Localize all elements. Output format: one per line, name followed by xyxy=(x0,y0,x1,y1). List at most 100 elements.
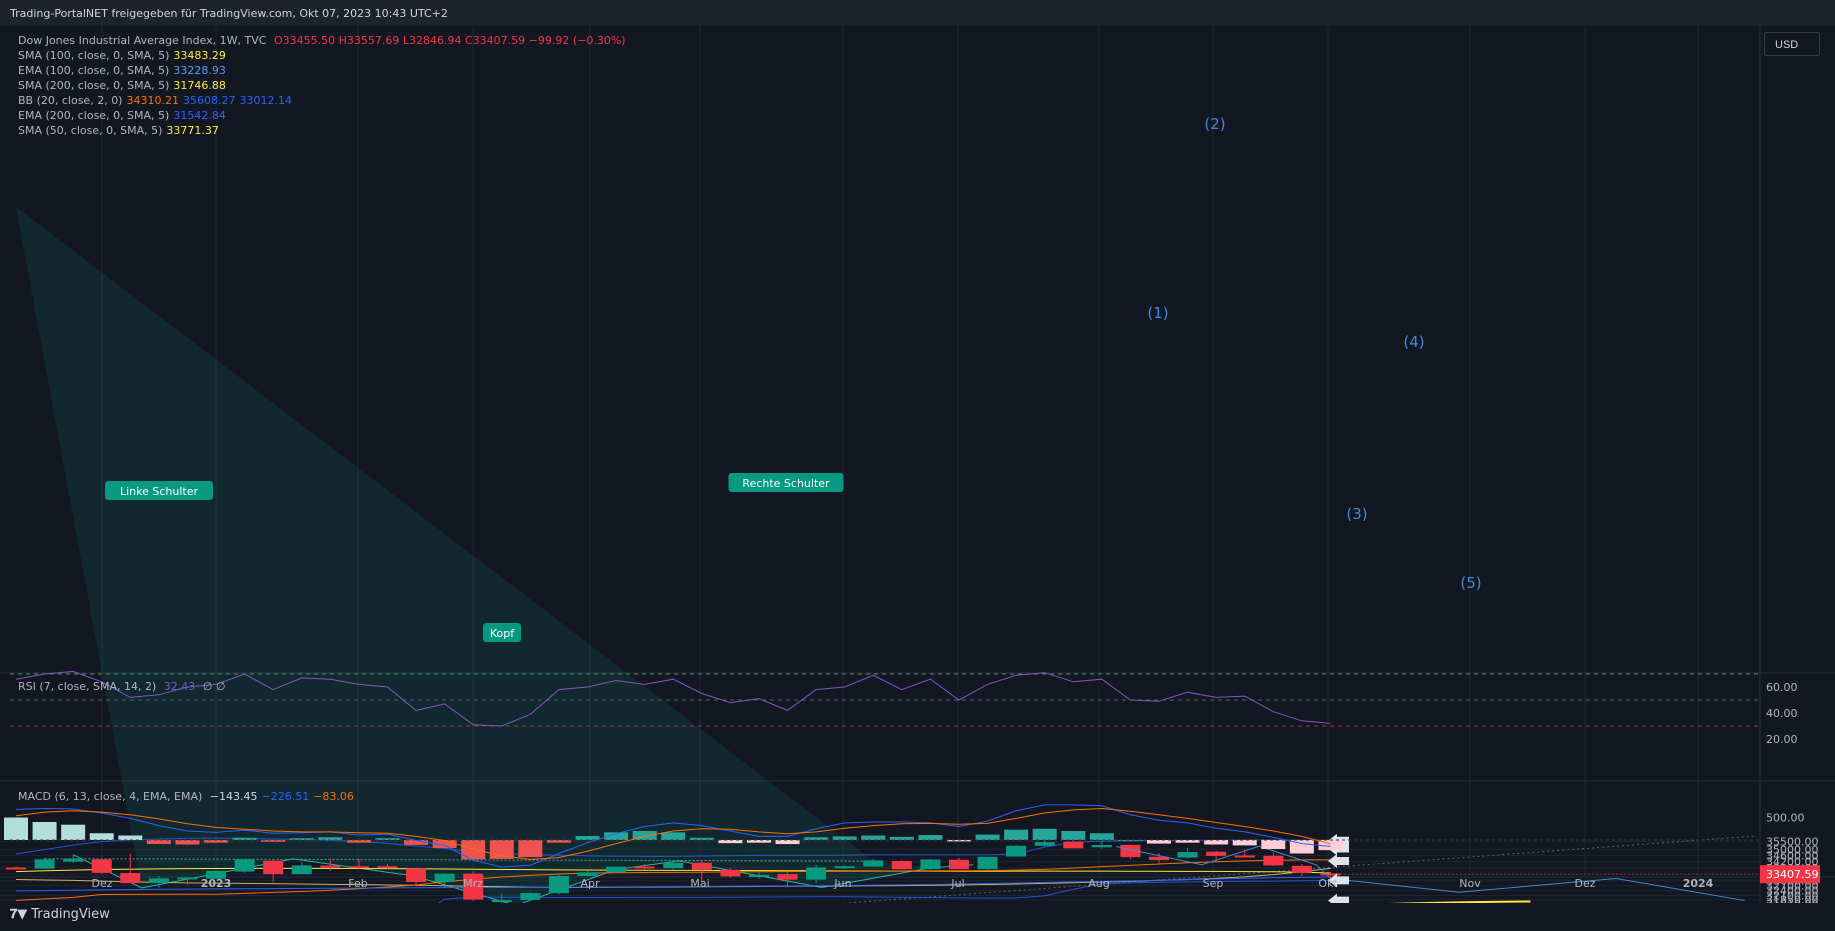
macd-histogram-bar xyxy=(432,840,457,849)
time-axis-label: Feb xyxy=(348,877,367,890)
candle-body xyxy=(891,861,912,870)
candle-body xyxy=(377,866,398,869)
candle-body xyxy=(234,859,255,872)
macd-histogram-bar xyxy=(1147,840,1171,844)
wave-label: (5) xyxy=(1460,574,1481,592)
time-axis-label: Jul xyxy=(950,877,964,890)
macd-histogram-bar xyxy=(1089,833,1114,840)
indicator-value: 34310.21 xyxy=(126,94,179,107)
tradingview-logo[interactable]: 𝟕▼ TradingView xyxy=(10,907,110,922)
tradingview-label: TradingView xyxy=(31,907,110,922)
time-axis-label: Sep xyxy=(1203,877,1224,890)
candle-body xyxy=(863,860,884,867)
elliott-wave-path xyxy=(1116,845,1331,879)
candle-body xyxy=(1034,842,1055,846)
footer-bar xyxy=(0,903,1835,931)
label-right-shoulder: Rechte Schulter xyxy=(742,477,830,490)
macd-value: −226.51 xyxy=(261,790,310,803)
chart-canvas[interactable]: (1) (2) (3) (4) (5) Linke Schulter Kopf Rechte … xyxy=(0,26,1835,903)
macd-tick-label: 500.00 xyxy=(1766,812,1805,825)
price-tick-label: 34600.00 xyxy=(1766,849,1819,862)
current-price-label: 33407.59 xyxy=(1766,868,1819,881)
label-left-shoulder-bg xyxy=(105,481,213,500)
candle-body xyxy=(834,866,855,869)
candle-body xyxy=(348,866,369,869)
price-tick-label: 32100.00 xyxy=(1766,890,1819,903)
candle-body xyxy=(948,859,969,870)
level-arrow-icon xyxy=(1328,854,1349,869)
candle-body xyxy=(777,874,798,880)
candle-body xyxy=(606,866,627,873)
indicator-label: SMA (50, close, 0, SMA, 5) xyxy=(18,124,163,137)
indicator-label: SMA (100, close, 0, SMA, 5) xyxy=(18,49,170,62)
chart-share-title: Trading-PortalNET freigegeben für Tradin… xyxy=(10,7,448,20)
rsi-line xyxy=(15,670,1331,727)
legend-symbol: Dow Jones Industrial Average Index, 1W, … xyxy=(18,34,267,47)
candle-body xyxy=(720,869,741,877)
macd-histogram-bar xyxy=(632,831,657,840)
macd-histogram-bar xyxy=(346,840,371,843)
candle-body xyxy=(263,860,284,875)
time-axis-label: Mai xyxy=(690,877,709,890)
macd-histogram-bar xyxy=(918,835,943,840)
candle-body xyxy=(406,868,427,883)
currency-button[interactable]: USD xyxy=(1764,32,1820,56)
macd-histogram-bar xyxy=(889,836,914,840)
macd-histogram-bar xyxy=(832,836,857,840)
macd-histogram-bar xyxy=(61,824,86,840)
indicator-line xyxy=(15,859,1331,901)
candle-body xyxy=(434,873,455,883)
macd-histogram-bar xyxy=(1261,840,1286,849)
macd-histogram-bar xyxy=(461,840,486,860)
candle-body xyxy=(748,874,769,877)
indicator-legend-row: SMA (200, close, 0, SMA, 5) 31746.88 xyxy=(18,79,226,92)
candle-body xyxy=(291,865,312,875)
time-axis-label: Apr xyxy=(580,877,600,890)
candle-body xyxy=(148,878,169,884)
price-tick-label: 31610.00 xyxy=(1766,898,1819,903)
macd-histogram-bar xyxy=(804,837,829,840)
indicator-label: SMA (200, close, 0, SMA, 5) xyxy=(18,79,170,92)
candle-body xyxy=(91,859,112,873)
candle-body xyxy=(1091,845,1112,848)
price-tick-label: 31850.00 xyxy=(1766,894,1819,903)
candle-body xyxy=(34,859,55,869)
macd-histogram-bar xyxy=(32,822,57,840)
candle-body xyxy=(1177,852,1198,858)
indicator-value: 33483.29 xyxy=(173,49,226,62)
macd-histogram-bar xyxy=(1204,840,1229,845)
macd-value: −143.45 xyxy=(209,790,258,803)
candle-body xyxy=(634,866,655,869)
macd-histogram-bar xyxy=(1289,840,1314,854)
wave-label: (2) xyxy=(1204,115,1225,133)
macd-histogram-bar xyxy=(375,838,400,840)
macd-histogram-bar xyxy=(146,840,171,845)
candle-body xyxy=(1263,855,1284,866)
rsi-value: 32.43 xyxy=(163,680,196,693)
candle-body xyxy=(6,867,26,870)
macd-histogram-bar xyxy=(604,832,629,840)
time-axis-label: Dez xyxy=(91,877,112,890)
candle-body xyxy=(520,893,541,900)
macd-histogram-bar xyxy=(1004,829,1029,840)
macd-histogram-bar xyxy=(289,838,314,840)
macd-histogram-bar xyxy=(404,840,429,845)
time-axis-label: Aug xyxy=(1088,877,1109,890)
indicator-label: EMA (200, close, 0, SMA, 5) xyxy=(18,109,170,122)
candle-body xyxy=(1206,851,1227,856)
macd-histogram-bar xyxy=(232,837,257,840)
candle-body xyxy=(1006,845,1027,857)
macd-histogram-bar xyxy=(1118,840,1143,841)
level-arrow-icon xyxy=(1328,893,1349,903)
indicator-line xyxy=(437,880,1331,903)
candle-body xyxy=(1120,844,1141,858)
time-axis-label: Dez xyxy=(1574,877,1595,890)
candle-body xyxy=(977,856,998,870)
macd-legend: MACD (6, 13, close, 4, EMA, EMA) −143.45… xyxy=(18,790,354,803)
wave-label: (4) xyxy=(1403,333,1424,351)
elliott-wave-projection xyxy=(1330,877,1745,902)
macd-signal-line xyxy=(15,807,1331,860)
candle-body xyxy=(577,872,598,876)
label-head: Kopf xyxy=(490,627,515,640)
time-axis-label: Nov xyxy=(1459,877,1481,890)
